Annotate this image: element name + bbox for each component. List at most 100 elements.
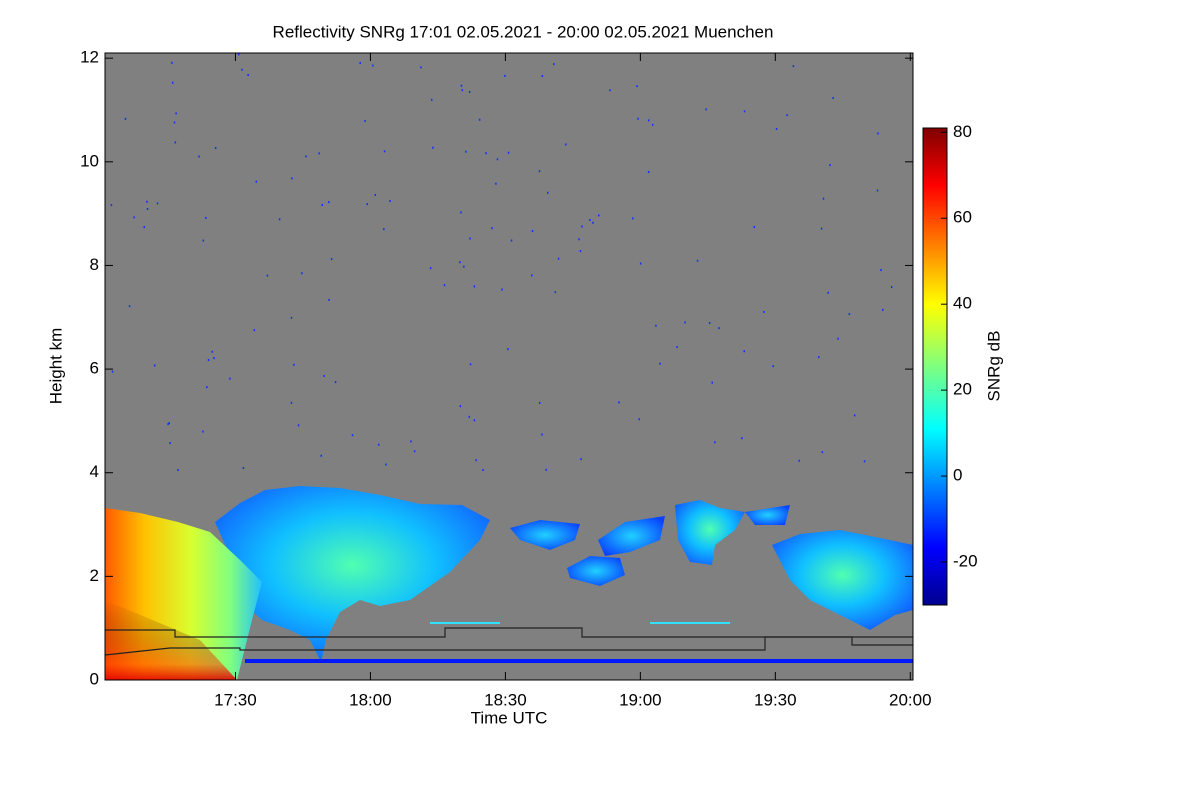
noise (410, 440, 412, 443)
noise (460, 84, 463, 87)
noise (383, 228, 385, 231)
noise (377, 443, 380, 446)
noise (202, 430, 204, 433)
noise (321, 203, 323, 206)
noise (553, 63, 555, 66)
noise (469, 237, 471, 240)
noise (473, 419, 476, 422)
noise (291, 177, 293, 180)
noise (696, 259, 699, 262)
noise (711, 381, 714, 384)
noise (459, 261, 461, 264)
threshold-line (105, 627, 913, 646)
noise (775, 127, 778, 130)
noise (504, 74, 506, 77)
noise (171, 81, 174, 84)
noise (822, 197, 825, 200)
colorbar-tick-label: 80 (953, 122, 972, 141)
noise (655, 324, 657, 327)
noise (111, 370, 114, 373)
noise (128, 305, 131, 308)
noise (531, 274, 533, 277)
noise (580, 458, 582, 461)
noise (772, 365, 774, 368)
echo (675, 500, 745, 565)
noise (334, 381, 337, 384)
noise (359, 62, 361, 65)
noise (541, 75, 544, 78)
noise (589, 219, 591, 222)
noise (460, 211, 462, 214)
echo (772, 530, 913, 630)
noise (278, 218, 281, 221)
noise (153, 364, 156, 367)
noise (848, 313, 851, 316)
noise (821, 451, 824, 454)
noise (705, 108, 707, 111)
x-axis-label: Time UTC (471, 708, 548, 727)
noise (146, 207, 149, 210)
noise (475, 459, 477, 462)
noise (156, 202, 159, 205)
noise (545, 468, 547, 471)
noise (383, 150, 386, 153)
noise (792, 65, 795, 68)
noise (214, 147, 217, 150)
noise (863, 460, 866, 463)
y-tick-label: 12 (80, 48, 99, 67)
noise (469, 363, 472, 366)
noise (241, 68, 243, 71)
noise (468, 90, 471, 93)
colorbar (922, 127, 948, 606)
x-tick-label: 18:30 (484, 690, 527, 709)
noise (618, 401, 620, 404)
noise (651, 123, 654, 126)
noise (538, 401, 541, 404)
y-tick-label: 10 (80, 151, 99, 170)
noise (366, 203, 368, 206)
noise (211, 350, 214, 353)
noise (206, 386, 208, 389)
noise (429, 267, 432, 270)
colorbar-tick-label: 60 (953, 208, 972, 227)
noise (175, 112, 177, 115)
noise (820, 227, 823, 230)
noise (837, 337, 839, 340)
noise (708, 321, 711, 324)
noise (461, 89, 464, 92)
noise (507, 151, 510, 154)
noise (832, 97, 834, 100)
noise (882, 308, 884, 311)
noise (718, 327, 720, 330)
noise (829, 164, 831, 167)
noise (743, 350, 745, 353)
noise (714, 441, 716, 444)
noise (253, 329, 256, 332)
noise (174, 141, 177, 144)
noise (143, 226, 146, 229)
noise (207, 358, 210, 361)
noise (636, 85, 638, 88)
noise (247, 74, 249, 77)
echo (105, 600, 237, 680)
noise (827, 291, 829, 294)
x-tick-label: 20:00 (889, 690, 932, 709)
noise (328, 201, 330, 204)
colorbar-tick-label: 0 (953, 466, 962, 485)
noise (318, 152, 320, 155)
noise (468, 415, 471, 418)
noise (293, 363, 295, 366)
noise (638, 418, 641, 421)
chart-title: Reflectivity SNRg 17:01 02.05.2021 - 20:… (273, 22, 774, 41)
threshold-line (105, 636, 913, 656)
noise (330, 258, 333, 261)
noise (169, 442, 171, 445)
noise (647, 170, 650, 173)
noise (581, 225, 583, 228)
noise (741, 437, 743, 440)
noise (496, 158, 499, 161)
noise (592, 221, 594, 224)
noise (753, 226, 756, 229)
noise (237, 53, 240, 56)
